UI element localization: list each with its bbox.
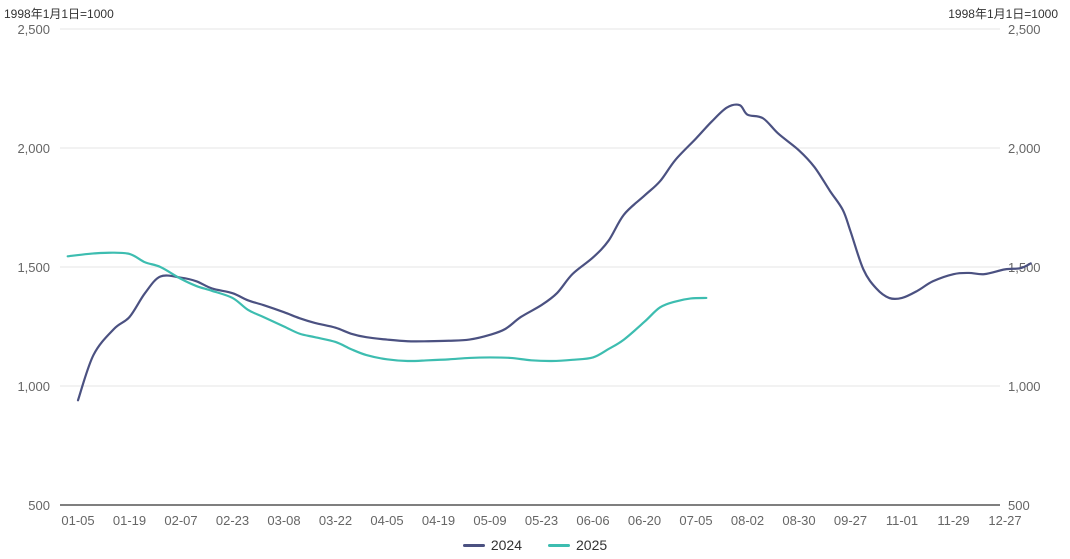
legend: 2024 2025 [0,537,1070,553]
x-tick-label: 11-29 [937,513,969,528]
x-tick-label: 01-19 [113,513,146,528]
y-tick-label-left: 1,500 [17,260,50,275]
x-tick-label: 08-30 [782,513,815,528]
legend-swatch-2025 [548,543,570,547]
y-tick-label-right: 2,500 [1008,22,1041,37]
y-tick-label-right: 2,000 [1008,141,1041,156]
x-tick-label: 12-27 [988,513,1021,528]
x-tick-label: 09-27 [834,513,867,528]
x-tick-label: 05-23 [525,513,558,528]
series-line-2025 [66,251,708,363]
y-tick-label-left: 2,000 [17,141,50,156]
y-axis-unit-left: 1998年1月1日=1000 [4,7,114,21]
legend-label-2025: 2025 [576,537,608,553]
x-tick-label: 06-06 [576,513,609,528]
legend-swatch-2024 [462,543,485,547]
y-tick-label-right: 500 [1008,498,1030,513]
x-tick-label: 01-05 [61,513,94,528]
x-tick-label: 06-20 [628,513,661,528]
x-tick-label: 11-01 [886,513,918,528]
x-tick-label: 04-05 [370,513,403,528]
legend-item-2025[interactable]: 2025 [548,537,607,553]
y-axis-unit-right: 1998年1月1日=1000 [948,7,1058,21]
x-tick-label: 03-08 [267,513,300,528]
x-tick-label: 03-22 [319,513,352,528]
x-tick-label: 07-05 [679,513,712,528]
x-tick-label: 02-07 [164,513,197,528]
legend-label-2024: 2024 [490,537,522,553]
x-tick-label: 08-02 [731,513,764,528]
y-tick-label-right: 1,000 [1008,379,1041,394]
y-tick-label-left: 500 [28,498,50,513]
x-tick-label: 02-23 [216,513,249,528]
legend-item-2024[interactable]: 2024 [462,537,522,553]
y-tick-label-left: 2,500 [17,22,50,37]
y-tick-label-left: 1,000 [17,379,50,394]
series-line-2024 [76,103,1032,402]
x-tick-label: 04-19 [422,513,455,528]
x-tick-label: 05-09 [473,513,506,528]
